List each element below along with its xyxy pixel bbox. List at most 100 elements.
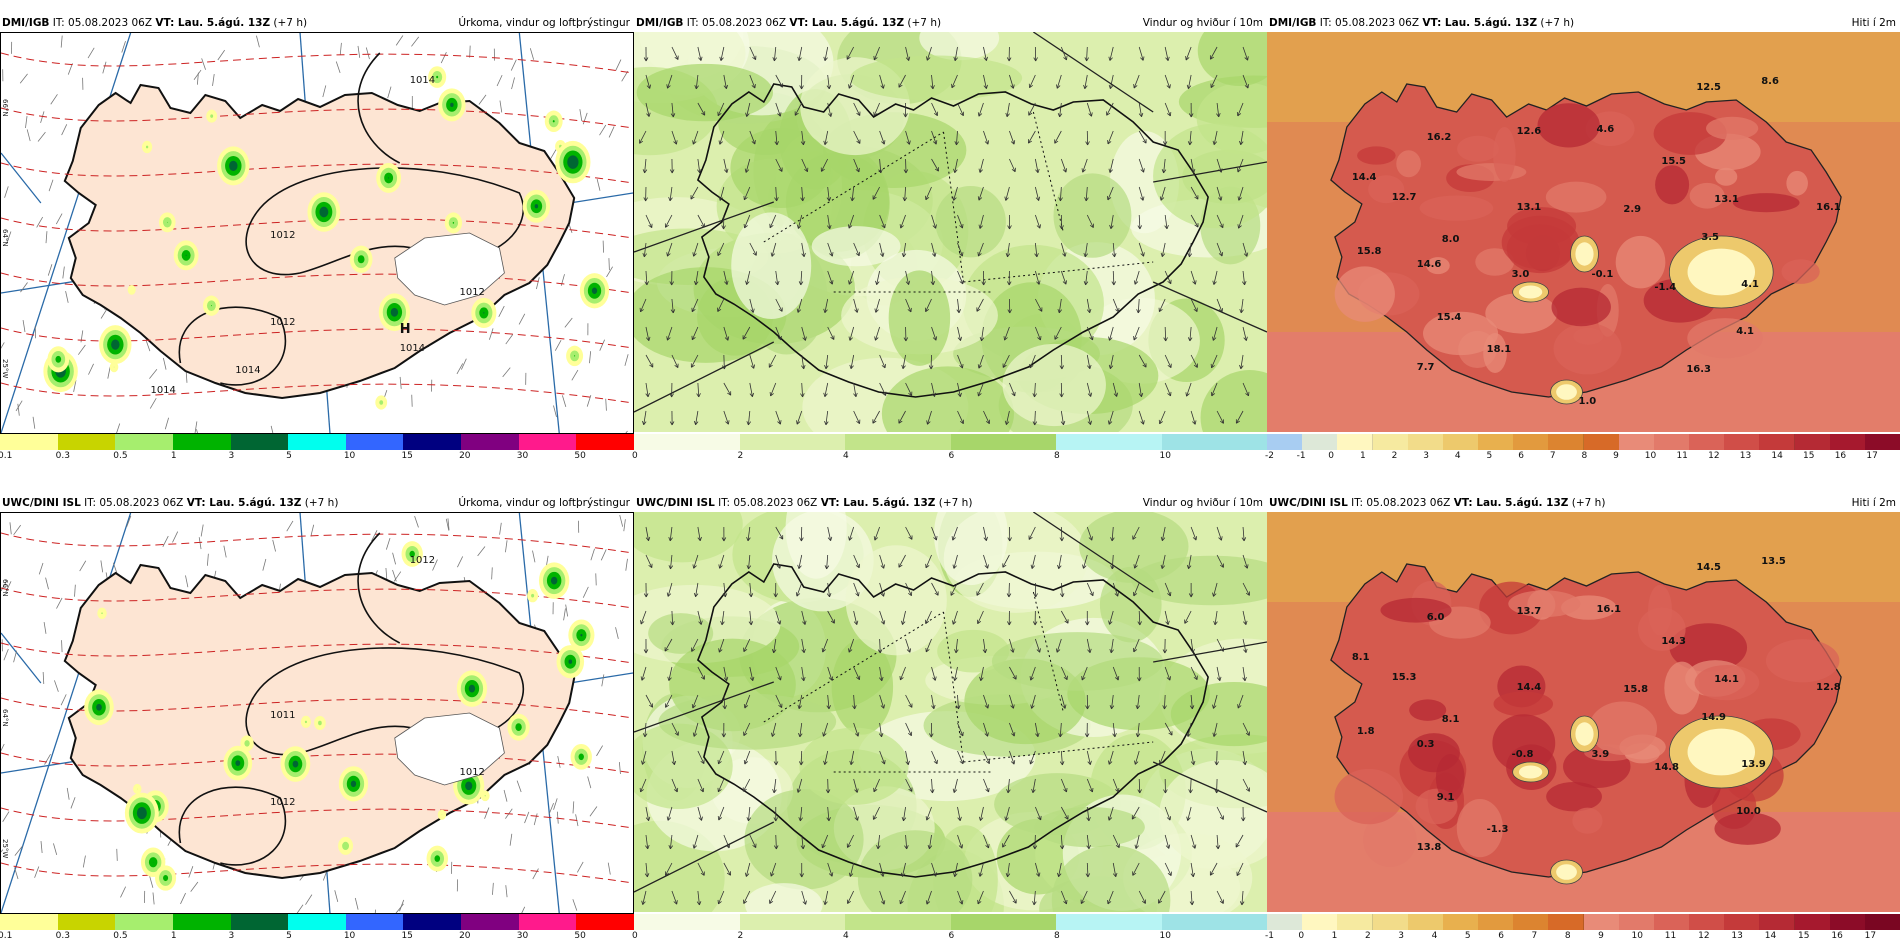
wind-arrow-head: [1010, 704, 1015, 709]
colorbar-swatch: [1689, 914, 1726, 930]
colorbar-tick-label: 20: [459, 451, 471, 461]
wind-arrow: [1190, 354, 1198, 368]
wind-arrow-head: [639, 139, 644, 144]
wind-arrow-head: [873, 536, 879, 541]
wind-arrow: [1086, 526, 1093, 541]
wind-arrow: [1210, 74, 1218, 88]
wind-arrow: [853, 410, 860, 424]
wind-arrow-head: [798, 281, 804, 286]
colorbar-ticks: 0 2 4 6 8 10: [632, 931, 1267, 943]
wind-arrow-head: [1032, 901, 1037, 906]
wind-arrow: [827, 582, 830, 597]
wind-arrow-head: [823, 760, 828, 765]
wind-arrow-head: [1054, 335, 1059, 340]
wind-barb: [196, 72, 199, 85]
wind-arrow-head: [802, 900, 807, 905]
wind-barb: [395, 35, 404, 46]
wind-arrow-head: [717, 815, 723, 821]
wind-barb: [596, 745, 603, 757]
temperature-value: 0.3: [1417, 739, 1435, 750]
wind-arrow-head: [773, 593, 778, 598]
wind-arrow-head: [1109, 648, 1114, 654]
wind-arrow-head: [1212, 704, 1217, 709]
wind-barb: [48, 179, 54, 192]
wind-arrow: [773, 778, 777, 793]
product-title: Vindur og hviður í 10m: [1142, 497, 1263, 509]
wind-arrow-head: [984, 732, 989, 737]
colorbar-swatch: [57, 914, 117, 930]
wind-arrow: [1216, 214, 1224, 228]
pressure-label: 1014: [400, 343, 425, 354]
wind-arrow: [879, 130, 885, 145]
graticule-line: [1152, 761, 1267, 813]
wind-barb: [185, 370, 188, 383]
wind-barb: [624, 354, 629, 366]
wind-barb: [554, 340, 562, 351]
wind-arrow: [979, 862, 984, 877]
wind-arrow-head: [1214, 761, 1219, 766]
wind-arrow-head: [769, 223, 774, 229]
wind-arrow-head: [1059, 393, 1064, 398]
wind-arrow: [1060, 526, 1063, 542]
wind-arrow-head: [984, 564, 989, 569]
latitude-label: 66°N: [1, 579, 9, 597]
wind-arrow-head: [1191, 844, 1197, 849]
wind-arrow: [1242, 242, 1248, 257]
wind-arrow: [1081, 666, 1088, 681]
wind-panel-uwc: UWC/DINI ISL IT: 05.08.2023 06Z VT: Lau.…: [632, 494, 1268, 946]
colorbar-tick-label: 3: [1398, 931, 1404, 941]
wind-arrow-head: [1138, 392, 1144, 398]
wind-arrow: [693, 554, 699, 569]
wind-arrow-head: [1193, 363, 1198, 368]
wind-arrow: [848, 526, 855, 541]
wind-arrow: [1034, 722, 1039, 737]
wind-arrow-head: [743, 704, 749, 709]
wind-arrow-head: [1165, 56, 1170, 61]
colorbar-tick-label: 10: [1159, 931, 1171, 941]
wind-arrow: [697, 778, 704, 793]
wind-arrow: [957, 694, 959, 709]
precip-panel-dmi: DMI/IGB IT: 05.08.2023 06Z VT: Lau. 5.ág…: [0, 14, 635, 466]
wind-arrow-head: [796, 788, 802, 793]
wind-arrow-head: [721, 733, 727, 738]
wind-arrow-head: [926, 420, 931, 425]
temperature-value: 14.6: [1417, 259, 1442, 270]
wind-arrow: [692, 130, 699, 145]
wind-arrow-head: [726, 871, 731, 876]
wind-arrow-head: [932, 224, 937, 229]
isotherm-line: [1, 217, 633, 239]
wind-arrow: [1034, 242, 1038, 257]
wind-arrow-head: [929, 789, 935, 794]
wind-arrow-head: [796, 420, 801, 425]
wind-barb: [45, 577, 49, 590]
wind-arrow: [1109, 354, 1114, 369]
wind-arrow: [719, 554, 725, 569]
temperature-value: 3.5: [1701, 232, 1719, 243]
wind-barb: [516, 780, 522, 793]
wind-arrow-head: [1004, 196, 1009, 201]
wind-arrow-head: [723, 168, 729, 173]
wind-arrow: [1216, 638, 1224, 652]
temp-area: [1572, 807, 1603, 834]
wind-barb: [82, 855, 86, 868]
latitude-label: 64°N: [1, 229, 9, 247]
wind-arrow: [1164, 270, 1172, 284]
wind-arrow-head: [1062, 704, 1067, 709]
wind-arrow-head: [1219, 647, 1224, 652]
colorbar-tick-label: 0: [1328, 451, 1335, 461]
wind-arrow: [718, 638, 725, 653]
wind-arrow-head: [700, 871, 705, 876]
precip-cell: [409, 550, 415, 558]
colorbar-tick-label: 50: [574, 931, 586, 941]
wind-arrow: [827, 102, 832, 117]
wind-arrow: [1107, 890, 1114, 905]
wind-arrow: [645, 526, 649, 541]
wind-arrow: [1034, 806, 1042, 821]
precip-cell: [185, 254, 187, 256]
wind-arrow: [1112, 862, 1117, 877]
colorbar-tick-label: 3: [1423, 451, 1429, 461]
wind-arrow: [1235, 834, 1244, 848]
wind-arrow-head: [1162, 705, 1167, 710]
wind-arrow-head: [718, 648, 723, 653]
colorbar-tick-label: 2: [1364, 931, 1371, 941]
